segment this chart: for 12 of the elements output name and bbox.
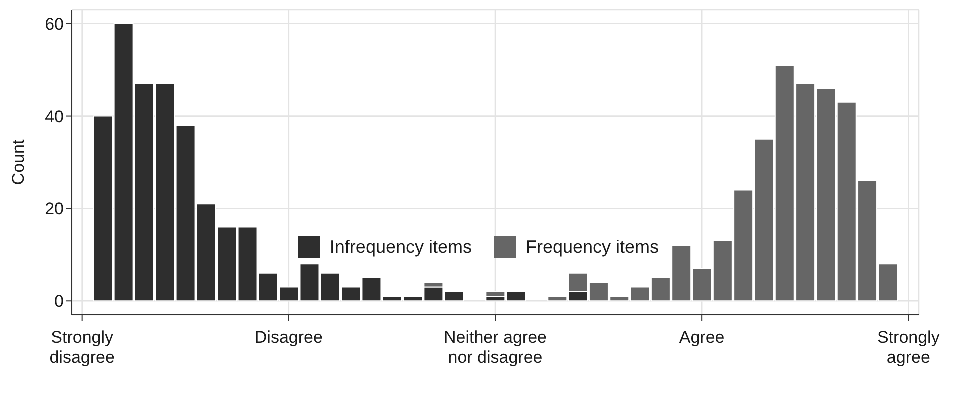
x-tick-label: Strongly disagree bbox=[50, 328, 115, 367]
x-tick-label: Agree bbox=[679, 328, 725, 347]
y-tick-label: 40 bbox=[45, 107, 64, 126]
legend-label: Frequency items bbox=[526, 236, 660, 258]
x-tick-label: Strongly agree bbox=[877, 328, 940, 367]
y-tick-label: 0 bbox=[54, 292, 64, 312]
x-tick-label: Neither agree nor disagree bbox=[444, 328, 548, 367]
y-tick-label: 60 bbox=[45, 14, 64, 34]
y-tick-label: 20 bbox=[45, 200, 64, 219]
x-tick-label: Disagree bbox=[254, 328, 323, 347]
legend-label: Infrequency items bbox=[330, 236, 472, 258]
y-axis-title: Count bbox=[9, 140, 28, 186]
